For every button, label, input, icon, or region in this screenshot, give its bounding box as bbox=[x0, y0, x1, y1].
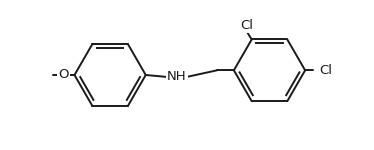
Text: Cl: Cl bbox=[240, 19, 254, 32]
Text: Cl: Cl bbox=[319, 64, 332, 77]
Text: NH: NH bbox=[167, 70, 187, 83]
Text: O: O bbox=[58, 69, 68, 81]
